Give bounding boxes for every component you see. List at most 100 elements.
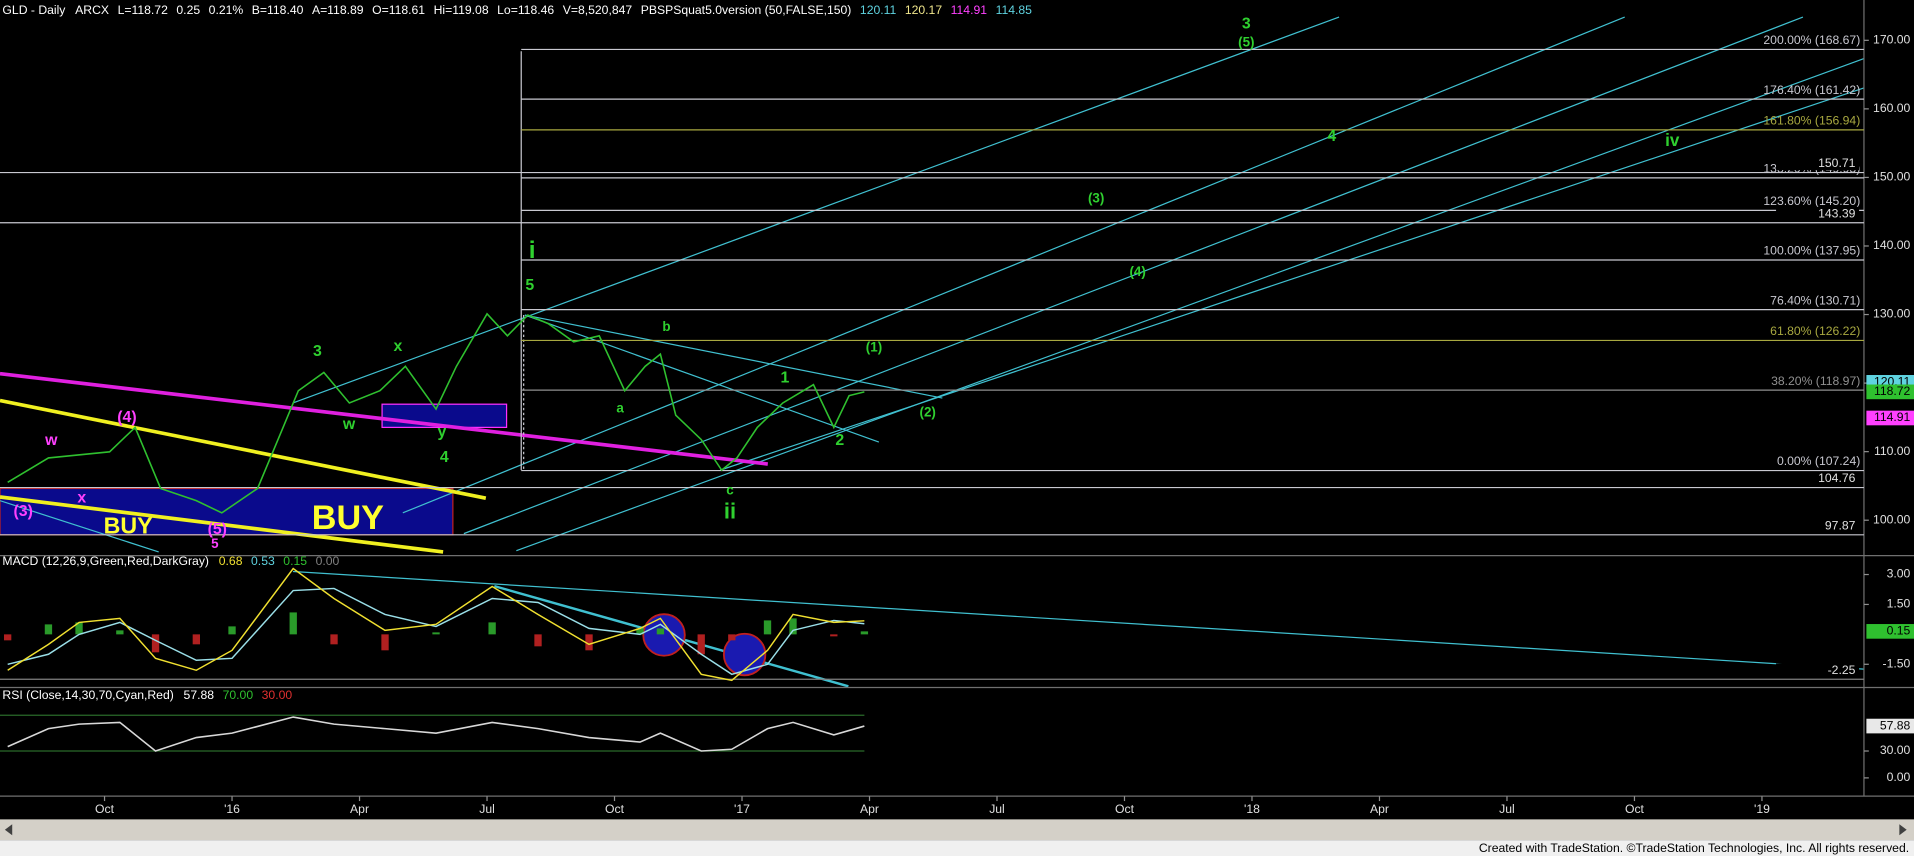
line-label: 104.76 xyxy=(1818,471,1855,485)
x-tick-label: Jul xyxy=(989,802,1005,816)
histogram-bar xyxy=(860,631,869,635)
wave-label: 5 xyxy=(211,536,219,551)
wave-label: (2) xyxy=(920,404,936,419)
header-field: 120.17 xyxy=(905,3,942,17)
histogram-bar xyxy=(585,634,593,651)
header-field: 30.00 xyxy=(262,688,293,702)
wave-label: (4) xyxy=(117,409,136,426)
x-tick-label: Apr xyxy=(350,802,369,816)
wave-label: (1) xyxy=(866,340,882,355)
header-field: L=118.72 xyxy=(118,3,168,17)
value-marker xyxy=(1866,718,1914,734)
x-tick-label: '19 xyxy=(1754,802,1770,816)
value-marker xyxy=(1866,624,1914,639)
header-field: 114.85 xyxy=(996,3,1033,17)
wave-label: x xyxy=(77,489,86,506)
header-field: 57.88 xyxy=(184,688,215,702)
fib-label: 0.00% (107.24) xyxy=(1777,454,1860,468)
panel-frame xyxy=(0,0,1914,797)
histogram-bar xyxy=(763,620,772,635)
y-tick-label: 160.00 xyxy=(1873,101,1910,115)
x-tick-label: Oct xyxy=(95,802,115,816)
panel-title: GLD - Daily xyxy=(2,3,66,17)
histogram-bar xyxy=(789,618,797,635)
histogram-bar xyxy=(228,626,236,635)
wave-label: (5) xyxy=(1238,34,1254,49)
x-tick-label: Apr xyxy=(860,802,879,816)
y-tick-label: 170.00 xyxy=(1873,33,1910,47)
histogram-bar xyxy=(3,634,12,641)
header-field: B=118.40 xyxy=(252,3,304,17)
y-tick-label: 150.00 xyxy=(1873,170,1910,184)
wave-label: BUY xyxy=(104,513,153,539)
histogram-bar xyxy=(488,622,496,635)
histogram-bar xyxy=(432,632,440,635)
macd-circle xyxy=(642,613,686,657)
value-marker-label: 0.15 xyxy=(1887,624,1911,638)
x-tick-label: Oct xyxy=(1625,802,1645,816)
header-field: 120.11 xyxy=(860,3,897,17)
histogram-bar xyxy=(289,612,297,635)
histogram-bar xyxy=(330,634,338,645)
scroll-left[interactable] xyxy=(4,824,13,836)
panel-title: MACD (12,26,9,Green,Red,DarkGray) xyxy=(2,554,209,568)
x-tick-label: Jul xyxy=(1499,802,1515,816)
wave-label: a xyxy=(616,401,624,416)
scrollbar[interactable] xyxy=(0,819,1914,841)
fib-label: 161.80% (156.94) xyxy=(1763,114,1860,128)
fib-label: 38.20% (118.97) xyxy=(1771,374,1860,388)
data-line xyxy=(7,716,865,752)
footer-bar xyxy=(0,840,1914,856)
data-line xyxy=(7,312,865,514)
yellow-trendline xyxy=(0,398,487,501)
x-tick-label: Apr xyxy=(1370,802,1389,816)
histogram-bar xyxy=(830,634,838,637)
fib-label: 123.60% (145.20) xyxy=(1763,194,1860,208)
value-marker xyxy=(1866,384,1914,400)
scroll-right[interactable] xyxy=(1899,824,1907,836)
buy-zone xyxy=(0,487,454,536)
histogram-bar xyxy=(75,622,83,635)
wave-label: (4) xyxy=(1129,264,1145,279)
wave-label: (3) xyxy=(13,503,32,520)
header-field: ARCX xyxy=(75,3,109,17)
macd-circle xyxy=(722,632,767,677)
x-tick-label: '18 xyxy=(1244,802,1260,816)
value-marker-label: 114.91 xyxy=(1874,410,1911,424)
wave-label: 4 xyxy=(1327,128,1336,145)
line-label: 150.71 xyxy=(1818,156,1855,170)
header-field: PBSPSquat5.0version (50,FALSE,150) xyxy=(641,3,852,17)
magenta-trendline xyxy=(0,371,769,466)
histogram-bar xyxy=(116,630,124,635)
header-field: 0.53 xyxy=(251,554,275,568)
histogram-bar xyxy=(192,634,201,645)
wave-label: BUY xyxy=(312,499,384,537)
wave-label: i xyxy=(529,237,536,264)
macd-trendline xyxy=(292,570,1864,670)
fib-label: 100.00% (137.95) xyxy=(1763,244,1860,258)
fib-label: 76.40% (130.71) xyxy=(1770,293,1860,307)
fib-label: 61.80% (126.22) xyxy=(1770,324,1860,338)
header-field: 0.00 xyxy=(316,554,340,568)
y-tick-label: 110.00 xyxy=(1874,444,1911,458)
header-field: 0.15 xyxy=(283,554,307,568)
footer: Created with TradeStation. ©TradeStation… xyxy=(1479,841,1909,855)
histogram-bar xyxy=(636,628,644,635)
data-line xyxy=(7,587,865,676)
x-tick-label: Oct xyxy=(605,802,625,816)
data-line xyxy=(7,567,865,682)
y-tick-label: 100.00 xyxy=(1873,512,1910,526)
y-tick-label: 0.00 xyxy=(1887,770,1911,784)
y-tick-label: 30.00 xyxy=(1880,743,1911,757)
wave-label: w xyxy=(44,432,58,449)
header-field: 114.91 xyxy=(951,3,988,17)
wave-label: c xyxy=(726,482,734,497)
line-label-bg xyxy=(1776,471,1860,486)
wave-label: 1 xyxy=(780,370,789,387)
x-tick-label: '16 xyxy=(224,802,240,816)
line-label-bg xyxy=(1776,206,1860,221)
header-field: Hi=119.08 xyxy=(434,3,489,17)
x-tick-label: Jul xyxy=(479,802,495,816)
header-field: 0.21% xyxy=(209,3,244,17)
wave-label: iv xyxy=(1665,131,1680,150)
